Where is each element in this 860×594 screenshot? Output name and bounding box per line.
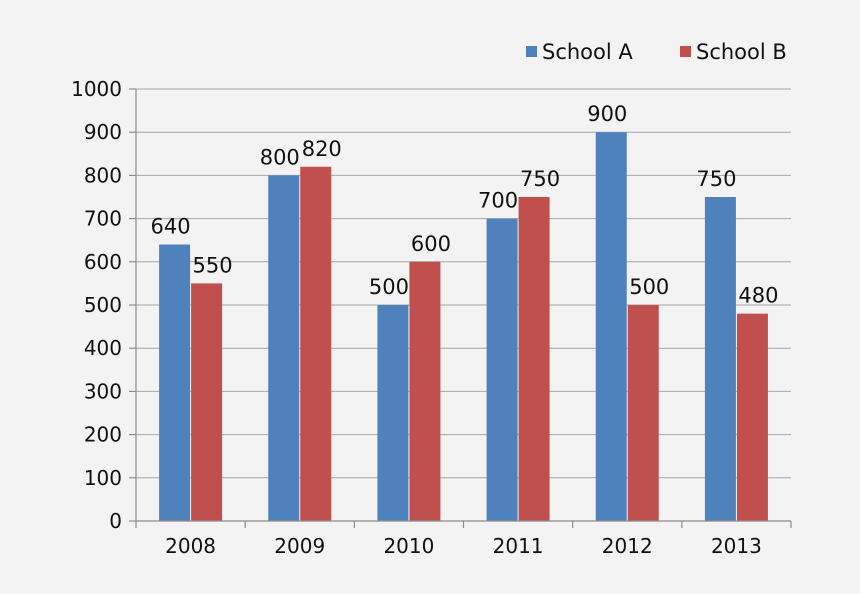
data-label: 820: [302, 137, 342, 161]
y-tick-label: 1000: [71, 77, 122, 101]
legend-label: School A: [542, 40, 633, 64]
y-tick-label: 500: [84, 293, 122, 317]
y-tick-label: 700: [84, 207, 122, 231]
bar-school-a-2008: [159, 244, 191, 521]
data-label: 900: [587, 102, 627, 126]
y-tick-label: 0: [109, 509, 122, 533]
bar-school-a-2011: [486, 218, 518, 521]
x-tick-label: 2010: [383, 534, 434, 558]
legend-label: School B: [696, 40, 787, 64]
data-label: 480: [738, 284, 778, 308]
x-axis-tick-labels: 2008 2009 2010 2011 2012 2013: [165, 534, 762, 558]
bar-school-a-2010: [377, 305, 409, 521]
y-tick-label: 600: [84, 250, 122, 274]
x-tick-label: 2009: [274, 534, 325, 558]
bar-school-a-2013: [704, 197, 736, 521]
y-axis-tick-labels: 0 100 200 300 400 500 600 700 800 900 1000: [71, 77, 122, 533]
bar-school-b-2012: [627, 305, 659, 521]
data-label: 700: [478, 189, 518, 213]
y-tick-label: 800: [84, 163, 122, 187]
y-tick-label: 300: [84, 379, 122, 403]
data-label: 640: [151, 215, 191, 239]
axes: [129, 88, 792, 528]
y-tick-label: 100: [84, 466, 122, 490]
x-tick-label: 2011: [493, 534, 544, 558]
bar-school-b-2009: [300, 166, 332, 521]
legend: School A School B: [526, 40, 787, 64]
legend-swatch-school-b: [680, 46, 691, 57]
bar-school-a-2009: [268, 175, 300, 521]
legend-swatch-school-a: [526, 46, 537, 57]
data-label: 500: [629, 275, 669, 299]
data-label: 500: [369, 275, 409, 299]
data-label: 800: [260, 145, 300, 169]
bars: [159, 132, 768, 521]
data-label: 600: [411, 232, 451, 256]
bar-school-b-2008: [191, 283, 223, 521]
data-label: 750: [696, 167, 736, 191]
y-tick-label: 400: [84, 336, 122, 360]
bar-school-b-2011: [518, 197, 550, 521]
y-tick-label: 200: [84, 423, 122, 447]
x-tick-label: 2008: [165, 534, 216, 558]
x-tick-label: 2012: [602, 534, 653, 558]
x-tick-label: 2013: [711, 534, 762, 558]
y-tick-label: 900: [84, 120, 122, 144]
bar-school-b-2013: [736, 313, 768, 521]
bar-school-a-2012: [595, 132, 627, 521]
data-label: 550: [193, 253, 233, 277]
data-label: 750: [520, 167, 560, 191]
bar-school-b-2010: [409, 261, 441, 521]
gridlines: [136, 88, 791, 479]
